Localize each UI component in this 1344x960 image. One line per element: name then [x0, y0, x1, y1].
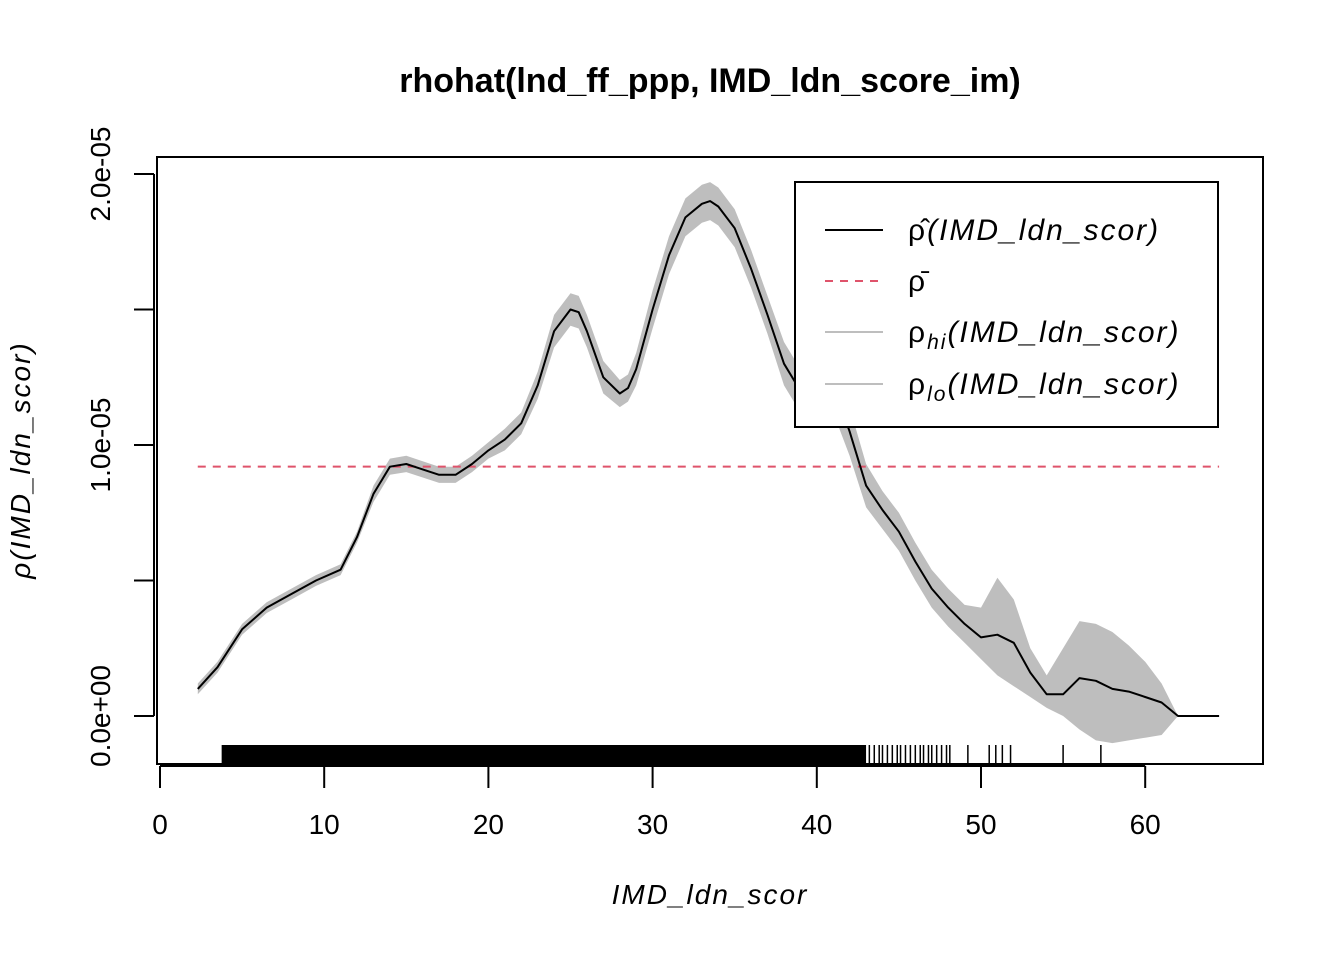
y-tick-label: 2.0e-05 [85, 127, 116, 222]
legend-symbol-rholo: ρ [908, 368, 927, 401]
y-tick-label: 0.0e+00 [85, 665, 116, 767]
rug-dense-block [222, 745, 867, 764]
legend-box [794, 181, 1219, 428]
legend-label-rhobar: ρ̄ [908, 265, 930, 298]
legend-sub-rholo: lo [927, 383, 947, 406]
x-tick-label: 10 [309, 809, 340, 840]
x-tick-label: 40 [801, 809, 832, 840]
rug-marks [221, 745, 1102, 764]
x-axis: 0 10 20 30 40 50 60 [152, 765, 1161, 840]
chart-title: rhohat(lnd_ff_ppp, IMD_ldn_score_im) [399, 62, 1021, 100]
plot-frame [156, 156, 1264, 765]
legend-label-rholo: ρlo(IMD_ldn_scor) [908, 368, 1181, 406]
x-tick-label: 20 [473, 809, 504, 840]
y-tick-label: 1.0e-05 [85, 398, 116, 493]
legend-sub-rhohi: hi [927, 331, 947, 354]
legend: ρ̂(IMD_ldn_scor) ρ̄ ρhi(IMD_ldn_scor) ρl… [794, 181, 1219, 428]
plot-area [197, 182, 1220, 744]
legend-label-rhohat: ρ̂(IMD_ldn_scor) [908, 214, 1160, 247]
legend-arg-rhohi: (IMD_ldn_scor) [947, 316, 1180, 349]
rhohat-line [197, 200, 1220, 717]
legend-arg-rholo: (IMD_ldn_scor) [947, 368, 1180, 401]
x-tick-label: 60 [1130, 809, 1161, 840]
y-axis-label: ρ(IMD_ldn_scor) [5, 341, 36, 579]
legend-symbol-rhohat: ρ̂ [908, 214, 930, 247]
legend-symbol-rhohi: ρ [908, 316, 927, 349]
x-tick-label: 30 [637, 809, 668, 840]
x-axis-label: IMD_ldn_scor [612, 879, 809, 910]
y-axis: 0.0e+00 1.0e-05 2.0e-05 [85, 127, 155, 767]
legend-label-rhohi: ρhi(IMD_ldn_scor) [908, 316, 1181, 354]
x-tick-label: 0 [152, 809, 168, 840]
legend-arg-rhohat: (IMD_ldn_scor) [927, 214, 1160, 247]
legend-symbol-rhobar: ρ̄ [908, 265, 930, 298]
confidence-band [197, 182, 1179, 744]
x-tick-label: 50 [965, 809, 996, 840]
